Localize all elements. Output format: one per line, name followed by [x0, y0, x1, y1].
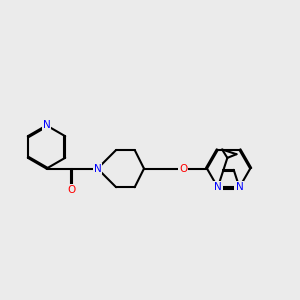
- Text: N: N: [236, 182, 243, 192]
- Text: N: N: [94, 164, 101, 174]
- Text: O: O: [68, 184, 76, 195]
- Text: N: N: [214, 182, 222, 192]
- Text: O: O: [179, 164, 187, 174]
- Text: O: O: [68, 184, 76, 195]
- Text: N: N: [43, 120, 50, 130]
- Text: N: N: [214, 182, 222, 192]
- Text: N: N: [94, 164, 101, 174]
- Text: N: N: [236, 182, 243, 192]
- Text: N: N: [43, 120, 50, 130]
- Text: O: O: [179, 164, 187, 174]
